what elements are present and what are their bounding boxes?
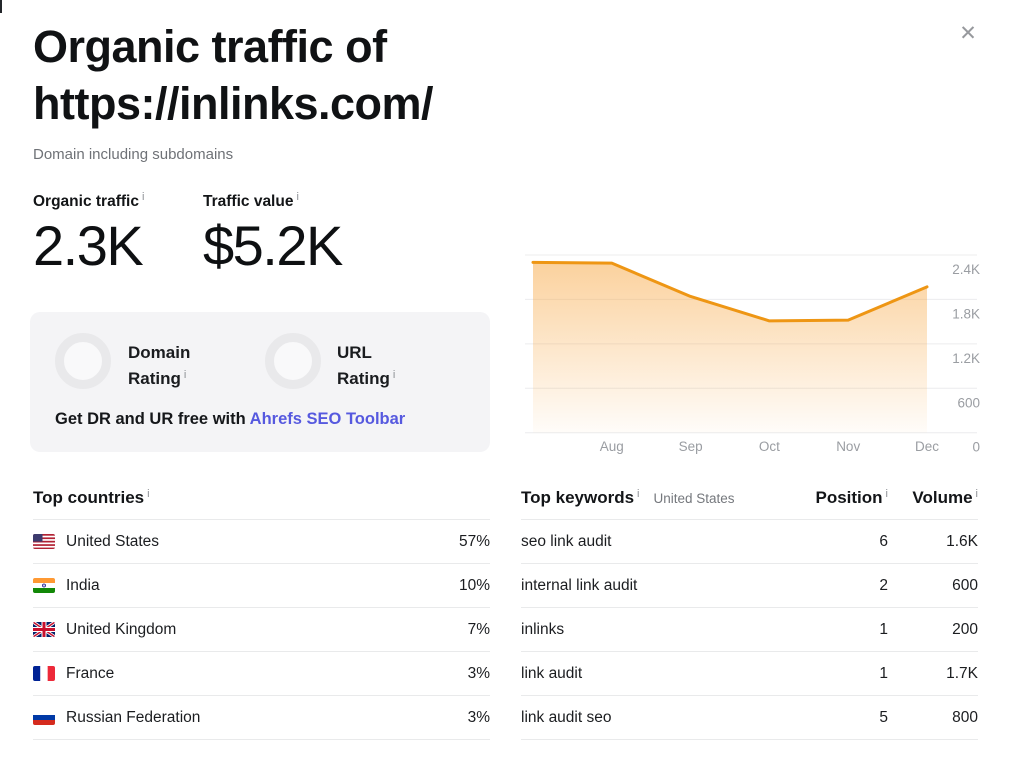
- keyword-text: link audit: [521, 664, 583, 682]
- organic-traffic-value: 2.3K: [33, 214, 144, 277]
- country-share: 10%: [458, 576, 490, 594]
- top-keywords-header: Top keywords i United States Position i Vo…: [521, 482, 978, 520]
- x-axis-tick-label: Sep: [679, 439, 703, 454]
- traffic-value-value: $5.2K: [203, 214, 343, 277]
- url-rating-gauge-icon: [265, 333, 321, 389]
- domain-rating-label: Domain Rating i: [128, 340, 190, 394]
- country-name: United Kingdom: [66, 620, 177, 638]
- info-icon[interactable]: i: [296, 191, 299, 203]
- country-row: United Kingdom 7%: [33, 608, 490, 652]
- countries-rows: United States 57% India 10% United Kingdom 7%…: [33, 520, 490, 740]
- traffic-chart[interactable]: 2.4K 1.8K 1.2K 600 0 Aug Sep Oct Nov Dec: [520, 248, 990, 460]
- info-icon[interactable]: i: [637, 488, 640, 500]
- close-icon[interactable]: ✕: [959, 22, 977, 45]
- domain-rating-gauge-icon: [55, 333, 111, 389]
- flag-gb-icon: [33, 622, 55, 637]
- country-name: India: [66, 576, 100, 594]
- page-subtitle: Domain including subdomains: [33, 146, 234, 163]
- keyword-position: 6: [879, 532, 888, 550]
- keyword-volume: 1.6K: [946, 532, 978, 550]
- flag-in-icon: [33, 578, 55, 593]
- x-axis-tick-label: Aug: [600, 439, 624, 454]
- top-countries-header: Top countries i: [33, 482, 490, 520]
- domain-rating-label-line1: Domain: [128, 343, 191, 362]
- traffic-area-fill: [533, 262, 927, 433]
- toolbar-promo-text: Get DR and UR free with Ahrefs SEO Toolb…: [55, 410, 405, 429]
- keyword-position: 2: [879, 576, 888, 594]
- ahrefs-seo-toolbar-link[interactable]: Ahrefs SEO Toolbar: [249, 410, 406, 428]
- country-row: India 10%: [33, 564, 490, 608]
- traffic-chart-svg: 2.4K 1.8K 1.2K 600 0 Aug Sep Oct Nov Dec: [525, 254, 980, 455]
- page-title-line2: https://inlinks.com/: [33, 78, 434, 129]
- country-row: Russian Federation 3%: [33, 696, 490, 740]
- top-keywords-title: Top keywords: [521, 488, 635, 507]
- country-name: France: [66, 664, 115, 682]
- ratings-box: Domain Rating i URL Rating i Get DR and UR…: [30, 312, 490, 452]
- traffic-value-label: Traffic value: [203, 193, 294, 210]
- keyword-position: 5: [879, 708, 888, 726]
- keyword-text: link audit seo: [521, 708, 612, 726]
- info-icon[interactable]: i: [885, 488, 888, 500]
- y-axis-tick-label: 1.2K: [952, 351, 980, 366]
- country-row: United States 57%: [33, 520, 490, 564]
- top-countries-section: Top countries i United States 57% India 10% U…: [33, 482, 490, 740]
- flag-us-icon: [33, 534, 55, 549]
- x-axis-tick-label: Dec: [915, 439, 939, 454]
- keywords-country-label: United States: [653, 491, 735, 506]
- info-icon[interactable]: i: [141, 191, 145, 203]
- keyword-position: 1: [879, 620, 888, 638]
- organic-traffic-label: Organic traffic: [33, 193, 139, 210]
- keyword-row: seo link audit 6 1.6K: [521, 520, 978, 564]
- domain-rating-label-line2: Rating: [128, 369, 181, 388]
- country-share: 3%: [467, 708, 490, 726]
- keyword-volume: 800: [952, 708, 978, 726]
- x-axis-tick-label: Oct: [759, 439, 780, 454]
- traffic-line: [531, 260, 929, 323]
- keyword-text: internal link audit: [521, 576, 638, 594]
- country-name: United States: [66, 532, 160, 550]
- keyword-volume: 200: [952, 620, 978, 638]
- info-icon[interactable]: i: [147, 488, 150, 500]
- y-axis-tick-label: 0: [972, 440, 980, 455]
- flag-fr-icon: [33, 666, 55, 681]
- organic-traffic-stat: Organic traffic i 2.3K: [33, 191, 145, 277]
- country-share: 7%: [467, 620, 490, 638]
- keyword-volume: 1.7K: [946, 664, 978, 682]
- keyword-row: internal link audit 2 600: [521, 564, 978, 608]
- country-share: 57%: [458, 532, 490, 550]
- x-axis-tick-label: Nov: [836, 439, 860, 454]
- keyword-position: 1: [879, 664, 888, 682]
- flag-ru-icon: [33, 710, 55, 725]
- keyword-volume: 600: [952, 576, 978, 594]
- y-axis-tick-label: 2.4K: [952, 262, 980, 277]
- keyword-text: inlinks: [521, 620, 565, 638]
- toolbar-promo-prefix: Get DR and UR free with: [55, 410, 246, 428]
- top-countries-title: Top countries: [33, 488, 145, 507]
- traffic-value-stat: Traffic value i $5.2K: [203, 191, 343, 277]
- keyword-row: link audit 1 1.7K: [521, 652, 978, 696]
- top-keywords-section: Top keywords i United States Position i Vo…: [521, 482, 978, 740]
- info-icon[interactable]: i: [183, 369, 187, 381]
- y-axis-tick-label: 1.8K: [952, 306, 980, 321]
- keyword-row: link audit seo 5 800: [521, 696, 978, 740]
- keywords-rows: seo link audit 6 1.6K internal link audit 2 6…: [521, 520, 978, 740]
- page-edge-artifact: [0, 0, 2, 13]
- y-axis-tick-label: 600: [957, 395, 980, 410]
- url-rating-label-line1: URL: [337, 343, 372, 362]
- position-column-header: Position i: [815, 488, 888, 507]
- country-name: Russian Federation: [66, 708, 201, 726]
- keyword-text: seo link audit: [521, 532, 612, 550]
- page-title-line1: Organic traffic of: [33, 21, 387, 72]
- page-title: Organic traffic of https://inlinks.com/: [33, 18, 753, 132]
- country-share: 3%: [467, 664, 490, 682]
- info-icon[interactable]: i: [392, 369, 396, 381]
- url-rating-label-line2: Rating: [337, 369, 390, 388]
- url-rating-label: URL Rating i: [337, 340, 395, 394]
- country-row: France 3%: [33, 652, 490, 696]
- keyword-row: inlinks 1 200: [521, 608, 978, 652]
- info-icon[interactable]: i: [975, 488, 978, 500]
- volume-column-header: Volume i: [912, 488, 978, 507]
